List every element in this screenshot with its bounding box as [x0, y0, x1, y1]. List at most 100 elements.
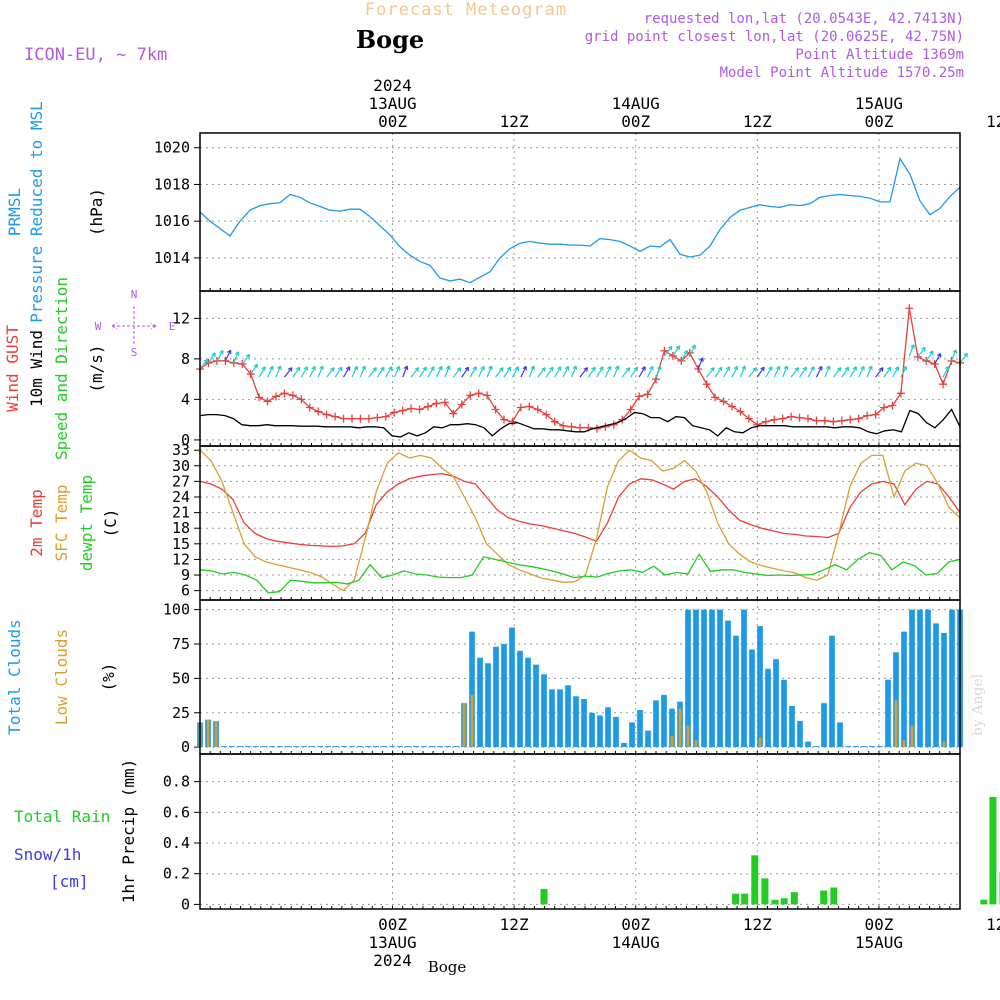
- wind-direction-arrow: [697, 357, 704, 370]
- bottom-time-label: 15AUG: [855, 933, 903, 952]
- total-cloud-bar: [405, 746, 411, 748]
- total-cloud-bar: [925, 609, 931, 748]
- location-title: Boge: [356, 25, 424, 54]
- wind-direction-arrow: [773, 366, 781, 378]
- wind-arrow-head: [599, 366, 604, 371]
- total-cloud-bar: [261, 746, 267, 748]
- total-cloud-bar: [941, 633, 947, 748]
- wind-arrow-head: [775, 365, 781, 371]
- gust-marker: [812, 416, 821, 425]
- low-cloud-bar: [894, 700, 898, 748]
- gust-marker: [415, 405, 424, 414]
- y-tick-label: 4: [181, 390, 190, 408]
- wind-arrow-head: [514, 366, 520, 371]
- y-tick-label: 24: [172, 488, 190, 506]
- y-tick-label: 21: [172, 504, 190, 522]
- panel-frame: [199, 132, 961, 292]
- total-cloud-bar: [341, 746, 347, 748]
- wind-direction-arrow: [419, 366, 427, 378]
- wind-arrow-head: [506, 366, 512, 372]
- wind-direction-arrow: [503, 366, 512, 378]
- total-cloud-bar: [277, 746, 283, 748]
- gust-marker: [744, 414, 753, 423]
- gust-marker: [432, 399, 441, 408]
- total-cloud-bar: [693, 609, 699, 748]
- gust-marker: [770, 415, 779, 424]
- gust-marker: [576, 423, 584, 432]
- wind-arrow-head: [564, 365, 570, 371]
- bottom-time-label: 13AUG: [368, 933, 416, 952]
- gust-marker: [939, 380, 948, 389]
- panel-clouds: 0 25 50 75 100 Total Clouds Low Clouds (%): [5, 599, 963, 756]
- wind-arrow-head: [633, 366, 638, 372]
- total-cloud-bar: [429, 746, 435, 748]
- gust-marker: [221, 356, 230, 365]
- total-cloud-bar: [725, 620, 731, 748]
- wind-arrow-head: [388, 366, 393, 371]
- wind-arrow-head: [667, 345, 673, 351]
- wind-arrow-head: [234, 351, 240, 356]
- wind-direction-arrow: [469, 366, 477, 378]
- gust-marker: [795, 413, 804, 422]
- panel-side-label: Speed and Direction: [52, 277, 71, 460]
- wind-arrow-head: [422, 366, 427, 372]
- low-cloud-bar: [206, 719, 210, 748]
- total-cloud-bar: [901, 631, 907, 748]
- wind-arrow-head: [395, 365, 401, 371]
- total-cloud-bar: [413, 746, 419, 748]
- wind-direction-arrow: [807, 366, 815, 378]
- bottom-time-label: 12Z: [986, 915, 1000, 934]
- gust-marker: [905, 304, 914, 313]
- y-tick-label: 33: [172, 441, 190, 459]
- low-cloud-bar: [678, 708, 682, 748]
- wind-direction-arrow: [326, 367, 335, 378]
- gust-marker: [550, 417, 559, 426]
- total-cloud-bar: [773, 659, 779, 748]
- total-cloud-bar: [757, 626, 763, 748]
- gust-marker: [837, 416, 846, 425]
- wind-arrow-head: [768, 366, 773, 371]
- precip-label: Snow/1h: [14, 845, 81, 864]
- wind-arrow-head: [438, 365, 443, 371]
- total-cloud-bar: [293, 746, 299, 748]
- low-cloud-bar: [910, 725, 914, 748]
- top-time-label: 2024: [373, 76, 412, 95]
- wind-direction-arrow: [283, 367, 293, 378]
- precip-bar: [980, 899, 988, 905]
- wind-arrow-head: [810, 366, 815, 371]
- wind-direction-arrow: [959, 353, 968, 364]
- total-cloud-bar: [597, 715, 603, 748]
- wind-arrow-head: [825, 365, 831, 371]
- top-time-label: 00Z: [864, 112, 893, 131]
- wind-direction-arrow: [630, 366, 638, 378]
- wind-direction-arrow: [385, 366, 393, 378]
- wind-arrow-head: [219, 349, 224, 355]
- wind-direction-arrow: [461, 366, 469, 378]
- wind-arrow-head: [802, 366, 807, 372]
- total-cloud-bar: [669, 708, 675, 748]
- wind-arrow-head: [794, 367, 800, 372]
- wind-direction-arrow: [858, 366, 865, 378]
- wind-direction-arrow: [393, 366, 401, 378]
- gust-marker: [339, 414, 348, 423]
- wind-direction-arrow: [427, 366, 435, 378]
- top-time-label: 13AUG: [368, 94, 416, 113]
- wind-direction-arrow: [317, 365, 324, 378]
- wind-arrow-head: [860, 365, 865, 371]
- low-cloud-bar: [694, 740, 698, 748]
- gust-marker: [736, 407, 745, 416]
- wind-arrow-head: [936, 353, 942, 358]
- wind-arrow-head: [818, 365, 823, 371]
- bottom-time-label: 00Z: [378, 915, 407, 934]
- gust-marker: [466, 391, 475, 400]
- low-cloud-bar: [470, 694, 474, 748]
- wind-direction-arrow: [748, 367, 757, 378]
- wind-direction-arrow: [444, 365, 450, 378]
- wind-direction-arrow: [520, 366, 527, 378]
- total-cloud-bar: [917, 609, 923, 748]
- total-cloud-bar: [573, 696, 579, 748]
- wind-direction-arrow: [300, 366, 308, 378]
- wind-direction-arrow: [680, 350, 688, 362]
- wind-arrow-head: [445, 365, 451, 371]
- gust-marker: [913, 352, 922, 361]
